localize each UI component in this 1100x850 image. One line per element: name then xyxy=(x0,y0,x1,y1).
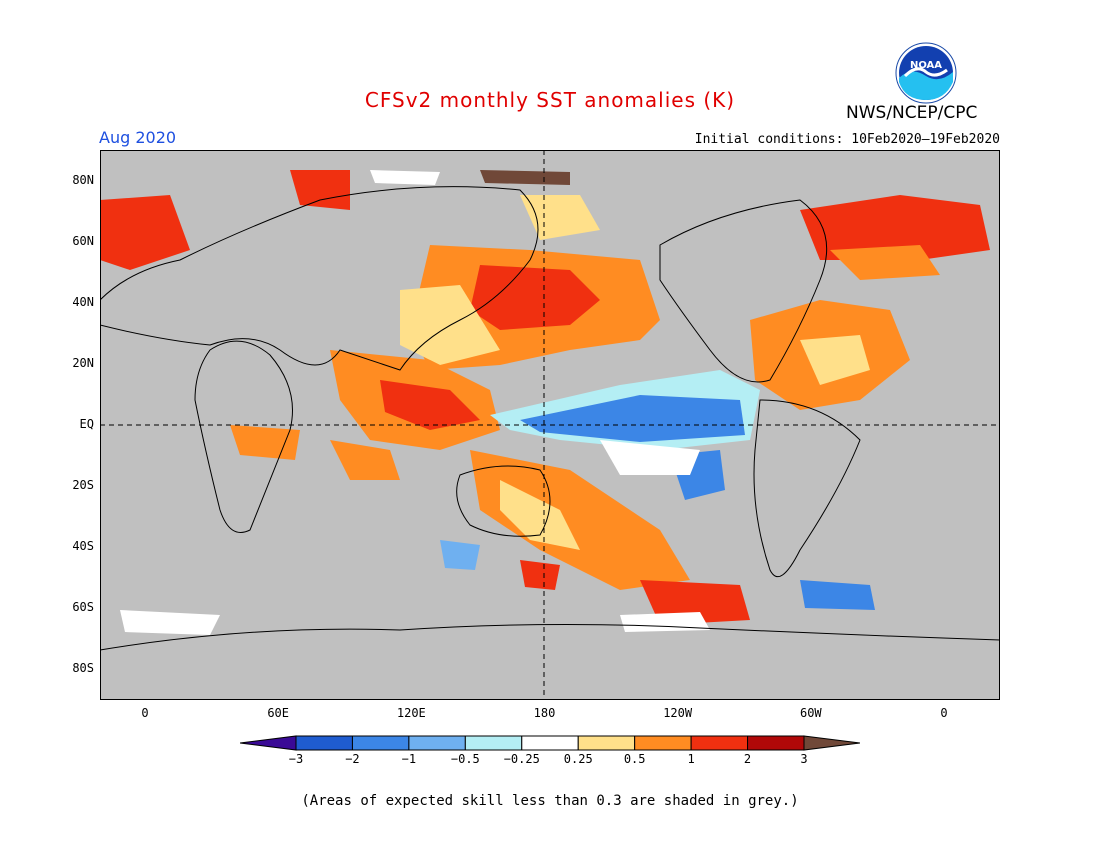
longitude-label: 180 xyxy=(533,706,556,720)
longitude-label: 60E xyxy=(267,706,289,720)
colorbar-box xyxy=(351,735,410,751)
latitude-label: 40N xyxy=(72,294,94,309)
skill-footnote: (Areas of expected skill less than 0.3 a… xyxy=(301,793,799,809)
latitude-label: 80N xyxy=(72,172,94,187)
colorbar xyxy=(240,735,860,751)
colorbar-box xyxy=(747,735,805,751)
colorbar-min-arrow xyxy=(240,735,297,751)
colorbar-label: −0.25 xyxy=(503,752,540,766)
agency-label: NWS/NCEP/CPC xyxy=(846,103,978,123)
colorbar-label: 0.5 xyxy=(623,752,646,766)
latitude-label: 20S xyxy=(72,478,94,493)
latitude-label: 60S xyxy=(72,600,94,615)
latitude-label: 40S xyxy=(72,539,94,554)
colorbar-box xyxy=(408,735,466,751)
colorbar-box xyxy=(295,735,353,751)
coastlines xyxy=(100,186,1000,651)
anomaly-shading xyxy=(100,170,990,635)
colorbar-box xyxy=(690,735,749,751)
longitude-label: 60W xyxy=(799,706,822,720)
latitude-label: 60N xyxy=(72,233,94,248)
logo-text: NOAA xyxy=(910,60,942,71)
valid-month-label: Aug 2020 xyxy=(99,128,177,147)
longitude-label: 0 xyxy=(141,706,149,720)
latitude-label: 20N xyxy=(72,355,94,370)
initial-conditions-label: Initial conditions: 10Feb2020–19Feb2020 xyxy=(694,132,1000,147)
colorbar-label: −3 xyxy=(288,752,304,766)
colorbar-label: 0.25 xyxy=(563,752,593,766)
colorbar-label: −2 xyxy=(345,752,360,766)
colorbar-box xyxy=(464,735,523,751)
colorbar-max-arrow xyxy=(803,735,860,751)
colorbar-box xyxy=(577,735,636,751)
colorbar-label: 1 xyxy=(687,752,695,766)
colorbar-label: −0.5 xyxy=(450,752,480,766)
colorbar-label: −1 xyxy=(401,752,417,766)
longitude-label: 120W xyxy=(663,706,693,720)
colorbar-box xyxy=(521,735,579,751)
colorbar-label: 2 xyxy=(743,752,752,766)
longitude-label: 0 xyxy=(940,706,948,720)
map-title: CFSv2 monthly SST anomalies (K) xyxy=(364,88,736,112)
longitude-label: 120E xyxy=(396,706,426,720)
colorbar-box xyxy=(634,735,692,751)
sst-anomaly-map xyxy=(100,150,1000,700)
latitude-label: EQ xyxy=(79,417,94,431)
colorbar-label: 3 xyxy=(800,752,808,766)
noaa-logo: NOAA xyxy=(895,42,957,104)
latitude-label: 80S xyxy=(72,661,94,676)
